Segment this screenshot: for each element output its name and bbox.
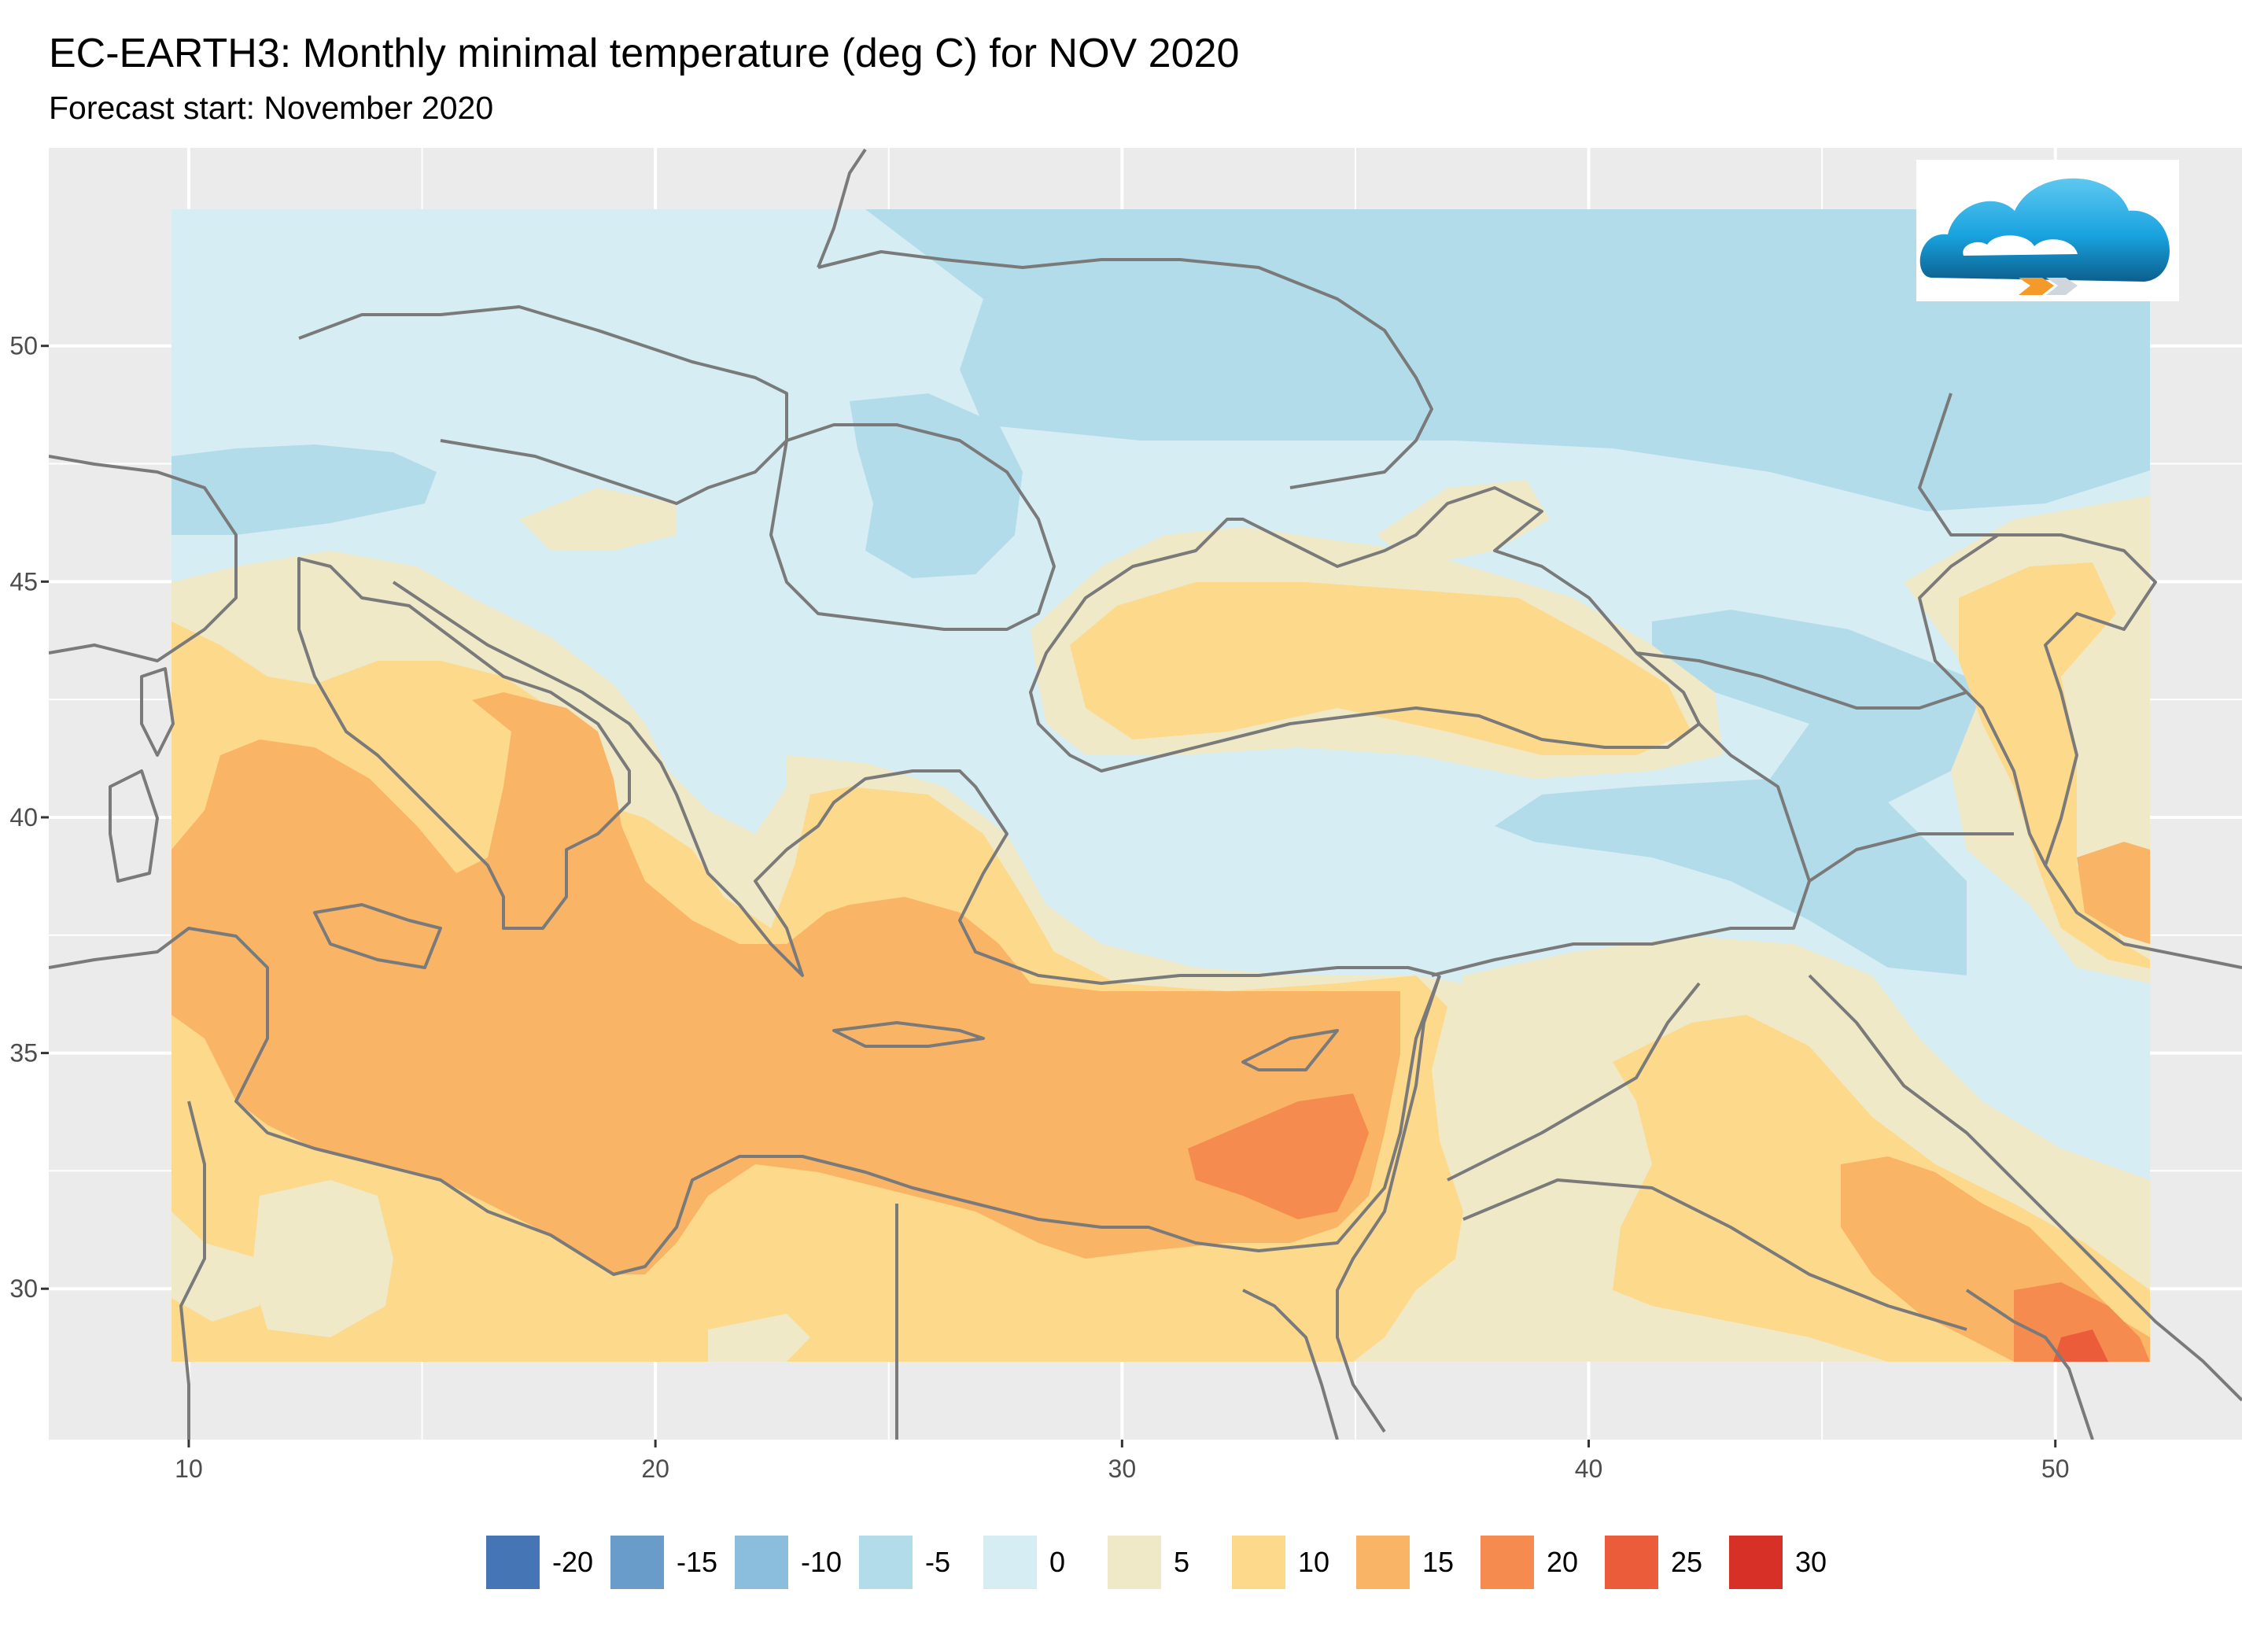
coast-persian-gulf bbox=[1808, 974, 2242, 1402]
x-axis: 10 20 30 40 50 bbox=[175, 1440, 2070, 1483]
field-band-minus5-carpathians bbox=[850, 393, 1023, 578]
legend-swatch bbox=[610, 1536, 664, 1589]
map-subtitle: Forecast start: November 2020 bbox=[49, 90, 494, 126]
legend-swatch bbox=[983, 1536, 1037, 1589]
y-axis: 50 45 40 35 30 bbox=[9, 332, 49, 1303]
field-band-minus5-north bbox=[865, 209, 2150, 511]
x-tick-label: 30 bbox=[1108, 1455, 1137, 1483]
coast-arabia-gulf bbox=[1965, 1289, 2094, 1440]
legend-label: -5 bbox=[925, 1546, 951, 1578]
legend-item: 5 bbox=[1108, 1536, 1232, 1589]
x-tick-label: 10 bbox=[175, 1455, 203, 1483]
coast-corsica bbox=[140, 667, 175, 757]
temperature-field bbox=[171, 209, 2150, 1362]
field-band-10-black-sea bbox=[1070, 582, 1691, 755]
border-iran bbox=[1808, 832, 2014, 883]
border-north-africa bbox=[179, 1101, 206, 1440]
cloud-logo-icon bbox=[1919, 178, 2170, 295]
y-tick-label: 35 bbox=[9, 1039, 38, 1068]
coast-sinai bbox=[1242, 1289, 1339, 1440]
border-ukraine bbox=[817, 250, 1433, 489]
coastlines bbox=[49, 148, 2242, 1440]
y-tick-label: 45 bbox=[9, 567, 38, 596]
border-romania bbox=[769, 423, 1056, 631]
map-title: EC-EARTH3: Monthly minimal temperature (… bbox=[49, 31, 1240, 76]
legend-swatch bbox=[1108, 1536, 1161, 1589]
field-band-10-caspian bbox=[1959, 562, 2150, 968]
coast-caspian bbox=[1998, 533, 2242, 969]
border-central-europe bbox=[298, 305, 788, 505]
coast-north-africa bbox=[49, 927, 1441, 1276]
logo bbox=[1916, 160, 2179, 301]
field-band-25-kuwait bbox=[2053, 1329, 2108, 1362]
legend-label: -10 bbox=[801, 1546, 843, 1578]
legend-label: 5 bbox=[1174, 1546, 1190, 1578]
border-turkey bbox=[1431, 722, 1811, 977]
legend-item: 15 bbox=[1356, 1536, 1481, 1589]
field-band-minus5-alps bbox=[171, 444, 437, 535]
y-tick-label: 40 bbox=[9, 803, 38, 832]
field-band-5-crimea bbox=[1377, 480, 1550, 566]
field-band-20-levant bbox=[1188, 1093, 1369, 1219]
legend-item: -15 bbox=[610, 1536, 735, 1589]
legend-item: 30 bbox=[1729, 1536, 1853, 1589]
legend-swatch bbox=[1481, 1536, 1534, 1589]
x-tick-label: 20 bbox=[641, 1455, 669, 1483]
coast-balkans bbox=[392, 581, 1440, 985]
field-band-minus5-anatolia bbox=[1495, 610, 1998, 975]
field-band-5-sahara bbox=[171, 1211, 260, 1322]
legend-item: 0 bbox=[983, 1536, 1108, 1589]
legend-swatch bbox=[1356, 1536, 1410, 1589]
coast-cyprus bbox=[1241, 1029, 1339, 1071]
x-tick-label: 40 bbox=[1575, 1455, 1603, 1483]
legend-item: 10 bbox=[1232, 1536, 1356, 1589]
legend-item: -20 bbox=[486, 1536, 610, 1589]
coast-levant bbox=[1336, 975, 1441, 1433]
legend-swatch bbox=[1729, 1536, 1783, 1589]
coast-italy bbox=[297, 557, 631, 930]
legend-swatch bbox=[1232, 1536, 1285, 1589]
field-band-15-south-caspian bbox=[2077, 842, 2150, 944]
legend-label: 30 bbox=[1795, 1546, 1827, 1578]
legend-label: 20 bbox=[1547, 1546, 1579, 1578]
legend: -20 -15 -10 -5 0 5 10 15 20 25 30 bbox=[486, 1536, 1853, 1589]
legend-label: 15 bbox=[1422, 1546, 1455, 1578]
y-tick-label: 30 bbox=[9, 1274, 38, 1303]
legend-label: -20 bbox=[552, 1546, 594, 1578]
border-belarus bbox=[817, 148, 867, 268]
legend-item: -10 bbox=[735, 1536, 859, 1589]
border-france-spain bbox=[49, 455, 238, 662]
legend-label: 0 bbox=[1049, 1546, 1066, 1578]
coast-sardinia bbox=[109, 769, 159, 883]
legend-item: 20 bbox=[1481, 1536, 1605, 1589]
coast-sicily bbox=[313, 903, 442, 969]
legend-swatch bbox=[859, 1536, 913, 1589]
legend-label: -15 bbox=[677, 1546, 718, 1578]
legend-label: 10 bbox=[1298, 1546, 1330, 1578]
field-band-5-libya bbox=[252, 1180, 393, 1337]
legend-swatch bbox=[735, 1536, 788, 1589]
field-band-5-egypt bbox=[708, 1314, 810, 1362]
field-band-5-po-valley bbox=[519, 488, 677, 551]
coast-caspian-west bbox=[1918, 533, 2047, 866]
border-syria-iraq bbox=[1447, 982, 1701, 1182]
legend-label: 25 bbox=[1671, 1546, 1703, 1578]
legend-item: 25 bbox=[1605, 1536, 1729, 1589]
coast-crete bbox=[832, 1021, 985, 1048]
border-russia-caucasus bbox=[1635, 651, 1967, 710]
legend-swatch bbox=[486, 1536, 540, 1589]
border-saudi bbox=[1462, 1178, 1967, 1331]
legend-item: -5 bbox=[859, 1536, 983, 1589]
border-kazakhstan bbox=[1918, 393, 1998, 537]
legend-swatch bbox=[1605, 1536, 1658, 1589]
x-tick-label: 50 bbox=[2041, 1455, 2070, 1483]
field-band-15-central-med bbox=[171, 692, 1400, 1274]
y-tick-label: 50 bbox=[9, 332, 38, 360]
